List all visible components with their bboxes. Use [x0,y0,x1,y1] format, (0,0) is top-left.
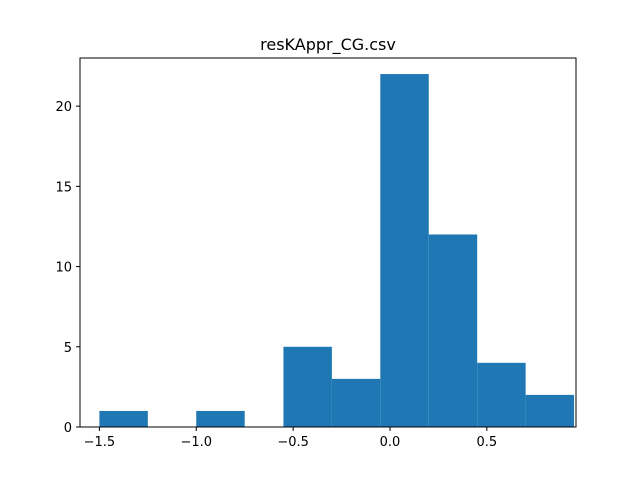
y-tick-label-3: 15 [55,180,72,195]
histogram-bar-1 [196,410,245,427]
bars-group [99,74,575,427]
x-tick-label-1: −1.0 [180,435,212,450]
y-tick-label-4: 20 [55,100,72,115]
histogram-bar-2 [283,346,332,427]
histogram-bar-7 [525,394,575,427]
x-tick-label-4: 0.5 [477,435,498,450]
histogram-bar-0 [99,410,148,427]
chart-title: resKAppr_CG.csv [260,35,396,55]
y-tick-label-0: 0 [64,421,72,436]
histogram-bar-3 [331,378,381,427]
histogram-bar-4 [380,74,429,427]
y-tick-label-2: 10 [55,261,72,276]
y-tick-label-1: 5 [64,341,72,356]
y-axis: 0 5 10 15 20 [55,100,80,436]
x-tick-label-2: −0.5 [277,435,309,450]
histogram-bar-5 [428,234,478,427]
x-axis: −1.5 −1.0 −0.5 0.0 0.5 [84,427,498,450]
histogram-bar-6 [477,362,526,427]
x-tick-label-0: −1.5 [84,435,116,450]
axes-frame [79,57,577,428]
x-tick-label-3: 0.0 [380,435,401,450]
